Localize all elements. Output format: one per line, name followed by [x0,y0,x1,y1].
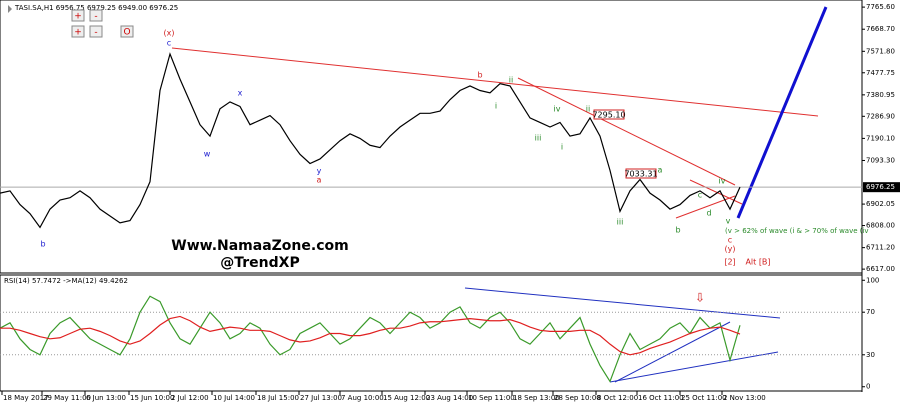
x-tick-label: 7 Aug 10:00 [341,394,384,402]
x-tick-label: 18 May 2017 [3,394,49,402]
button-label[interactable]: + [74,28,82,38]
projection-line [736,6,828,219]
x-tick-label: 2 Nov 13:00 [723,394,766,402]
trend-line [689,179,743,205]
x-tick-label: 10 Jul 14:00 [213,394,255,402]
x-tick-label: 29 May 11:00 [43,394,91,402]
y-tick-label: 7765.60 [866,3,895,11]
y-tick-label: 7286.90 [866,112,895,120]
button[interactable] [120,25,134,38]
wave-label: ii [509,76,513,85]
wave-label: c [167,39,171,48]
wave-label: (y) [725,245,736,254]
x-tick-label: 28 Sep 10:00 [554,394,601,402]
wave-label: i [561,143,563,152]
y-tick-label: 7571.80 [866,47,895,55]
x-tick-label: 6 Jun 13:00 [86,394,126,402]
button-label[interactable]: - [94,28,97,38]
button[interactable] [89,9,103,22]
wave-label: y [317,167,322,176]
chart-title: TASI.SA,H1 6956.75 6979.25 6949.00 6976.… [14,4,178,12]
series-line [0,295,741,383]
button-label[interactable]: - [94,12,97,22]
price-panel [0,0,863,274]
wave-label: ii [586,105,590,114]
wave-label: w [204,150,211,159]
wave-label: b [40,240,45,249]
trend-line [609,351,779,383]
x-tick-label: 16 Oct 11:00 [638,394,684,402]
button[interactable] [71,25,85,38]
wave-label: v [726,217,731,226]
watermark: Www.NamaaZone.com [171,238,348,254]
price-box-label: 7033.31 [624,170,657,179]
price-box-label: 7295.10 [592,111,625,120]
buttons: + - + - O [71,9,134,38]
wave-label: iii [535,134,542,143]
button-label[interactable]: O [123,28,130,38]
wave-label: (x) [164,29,175,38]
button[interactable] [89,25,103,38]
wave-label: iii [617,218,624,227]
wave-label: a [658,166,663,175]
x-tick-label: 15 Jun 10:00 [130,394,174,402]
x-tick-label: 18 Sep 13:00 [513,394,560,402]
y-tick-label: 6617.00 [866,265,895,273]
y-tick-label: 6902.05 [866,200,895,208]
y-tick-label: 6808.00 [866,222,895,230]
wave-label: b [675,226,680,235]
button-label[interactable]: + [74,12,82,22]
x-tick-label: 8 Oct 12:00 [597,394,638,402]
x-tick-label: 2 Jul 12:00 [171,394,209,402]
trend-line [171,47,819,117]
x-tick-label: 23 Aug 14:00 [426,394,473,402]
note: (v > 62% of wave (i & > 70% of wave (iv [725,227,869,235]
y-tick-label: 7093.30 [866,156,895,164]
wave-label: b [477,71,482,80]
y-tick-label: 7380.95 [866,91,895,99]
y-tick-label: 7477.75 [866,69,895,77]
wave-label: x [238,89,243,98]
wave-label: c [698,191,702,200]
trend-line [464,287,781,319]
rsi-title: RSI(14) 57.7472 ->MA(12) 49.4262 [4,277,128,285]
wave-label: iv [554,105,561,114]
x-tick-label: 18 Jul 15:00 [257,394,299,402]
marker: ⇩ [695,291,705,305]
wave-label: [2] [724,258,735,267]
price-box [593,109,625,120]
x-tick-label: 25 Oct 11:00 [681,394,727,402]
y-tick-label: 6711.20 [866,244,895,252]
wave-label: Alt [B] [745,258,770,267]
wave-label: i [495,102,497,111]
wave-label: d [706,209,711,218]
icon [8,5,12,13]
x-tick-label: 27 Jul 13:00 [300,394,342,402]
last-price-box [863,182,900,193]
rsi-panel [0,274,863,392]
last-price-label: 6976.25 [866,183,895,191]
button[interactable] [71,9,85,22]
watermark: @TrendXP [220,255,299,271]
y-tick-label: 7668.70 [866,25,895,33]
series-line [0,315,741,356]
x-tick-label: 10 Sep 11:00 [468,394,515,402]
wave-label: iv [719,177,726,186]
annotations: (x) c b w x y a b i ii iii iv i ii iii a… [40,29,868,305]
x-tick-label: 15 Aug 12:00 [383,394,430,402]
y-tick-label: 0 [866,383,870,391]
wave-label: a [317,176,322,185]
wave-label: c [728,236,732,245]
y-tick-label: 70 [866,308,875,316]
y-tick-label: 100 [866,276,879,284]
price-box [625,168,657,179]
y-tick-label: 7190.10 [866,134,895,142]
trend-line [614,321,731,383]
series-line [0,52,741,229]
trend-line [517,77,736,186]
y-tick-label: 30 [866,351,875,359]
